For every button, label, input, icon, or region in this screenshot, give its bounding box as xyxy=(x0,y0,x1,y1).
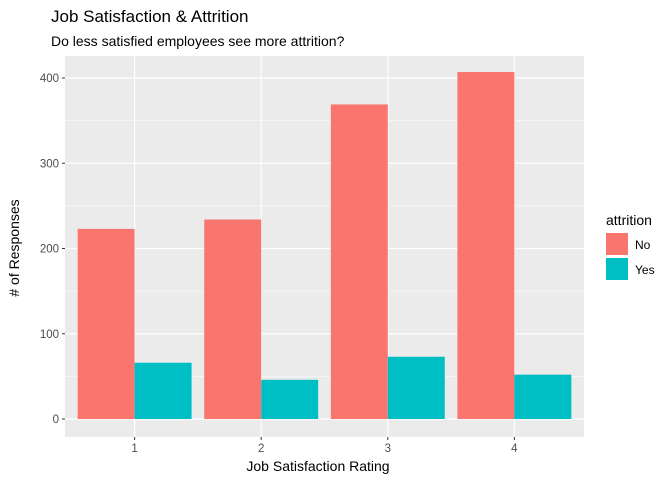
bar-no-3 xyxy=(330,104,388,420)
bars xyxy=(77,72,572,420)
bar-yes-4 xyxy=(514,374,572,419)
legend-label-yes: Yes xyxy=(635,263,655,277)
bar-yes-1 xyxy=(134,362,192,419)
bar-yes-2 xyxy=(261,379,319,419)
bar-yes-3 xyxy=(387,356,445,419)
bar-no-1 xyxy=(77,228,135,419)
chart-title: Job Satisfaction & Attrition xyxy=(51,7,249,26)
bar-no-4 xyxy=(457,72,515,419)
y-tick-label: 400 xyxy=(40,73,59,85)
x-tick-label: 4 xyxy=(511,443,518,455)
y-tick-label: 100 xyxy=(40,329,59,341)
bar-no-2 xyxy=(204,219,262,419)
legend: attrition No Yes xyxy=(606,212,655,280)
legend-title: attrition xyxy=(606,212,652,228)
x-axis: 1 2 3 4 xyxy=(131,437,518,455)
y-tick-label: 300 xyxy=(40,158,59,170)
y-axis: 0 100 200 300 400 xyxy=(40,73,65,426)
legend-key-yes xyxy=(606,258,628,280)
y-tick-label: 200 xyxy=(40,244,59,256)
y-tick-label: 0 xyxy=(53,414,59,426)
x-tick-label: 3 xyxy=(385,443,391,455)
legend-key-no xyxy=(606,233,628,255)
y-axis-title: # of Responses xyxy=(6,199,22,296)
chart-subtitle: Do less satisfied employees see more att… xyxy=(51,33,345,49)
x-tick-label: 2 xyxy=(258,443,264,455)
x-tick-label: 1 xyxy=(131,443,137,455)
legend-label-no: No xyxy=(635,238,651,252)
x-axis-title: Job Satisfaction Rating xyxy=(246,458,389,474)
